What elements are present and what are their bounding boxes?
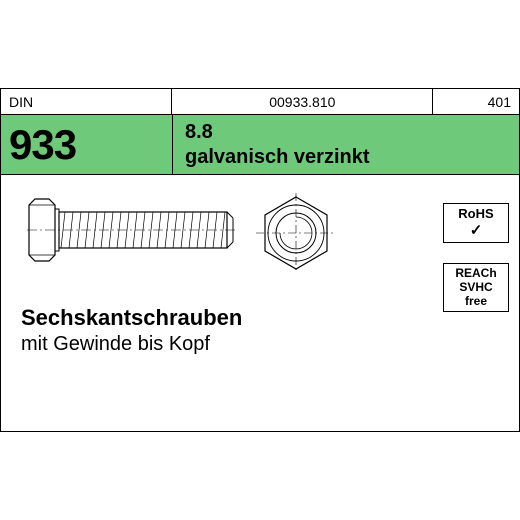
finish: galvanisch verzinkt (185, 146, 519, 169)
rohs-label: RoHS (444, 207, 508, 222)
reach-line3: free (444, 295, 508, 309)
check-icon: ✓ (444, 222, 508, 239)
standard-number-cell: 933 (1, 115, 173, 174)
spec-label-cell: DIN (1, 89, 172, 114)
bolt-front-view-icon (256, 193, 336, 273)
code-cell: 401 (433, 89, 519, 114)
grade: 8.8 (185, 121, 519, 144)
standard-row: 933 8.8 galvanisch verzinkt (1, 115, 519, 175)
spec-label: DIN (9, 94, 33, 110)
description-title: Sechskantschrauben (21, 305, 242, 331)
reach-badge: REACh SVHC free (443, 263, 509, 312)
body-area: Sechskantschrauben mit Gewinde bis Kopf … (1, 175, 519, 431)
product-card: DIN 00933.810 401 933 8.8 galvanisch ver… (0, 88, 520, 432)
standard-number: 933 (9, 121, 76, 169)
reach-line1: REACh (444, 267, 508, 281)
code: 401 (488, 94, 511, 110)
rohs-badge: RoHS ✓ (443, 203, 509, 243)
standard-details-cell: 8.8 galvanisch verzinkt (173, 115, 519, 174)
header-row: DIN 00933.810 401 (1, 89, 519, 115)
description-subtitle: mit Gewinde bis Kopf (21, 333, 242, 356)
description-block: Sechskantschrauben mit Gewinde bis Kopf (21, 305, 242, 356)
bolt-side-view-icon (27, 195, 237, 265)
article-number-cell: 00933.810 (172, 89, 433, 114)
reach-line2: SVHC (444, 281, 508, 295)
article-number: 00933.810 (269, 94, 335, 110)
